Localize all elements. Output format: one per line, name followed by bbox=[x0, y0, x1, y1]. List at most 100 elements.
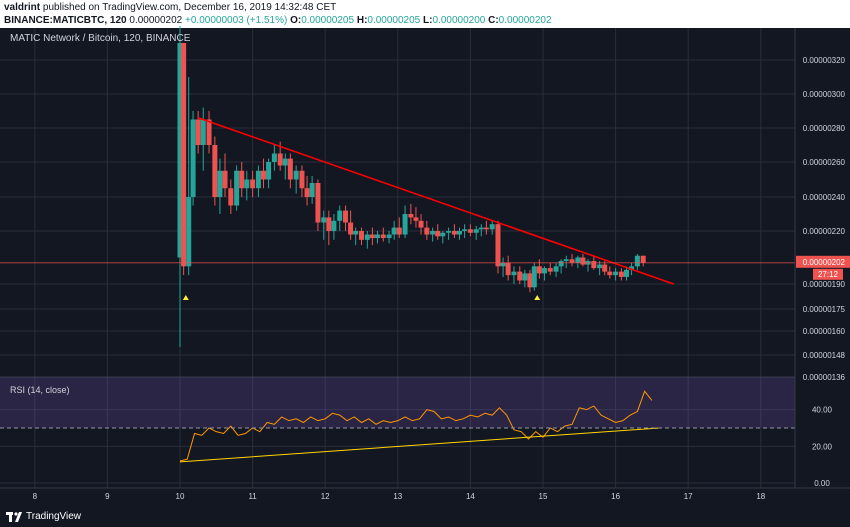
candle-body[interactable] bbox=[424, 227, 430, 235]
signal-marker-icon bbox=[182, 295, 189, 300]
candle-body[interactable] bbox=[228, 188, 234, 206]
candle-body[interactable] bbox=[293, 170, 299, 180]
candle-body[interactable] bbox=[511, 271, 517, 276]
candle-body[interactable] bbox=[451, 231, 457, 235]
candle-body[interactable] bbox=[505, 262, 511, 276]
candle-body[interactable] bbox=[266, 162, 272, 180]
author-name[interactable]: valdrint bbox=[4, 2, 41, 13]
candle-body[interactable] bbox=[547, 268, 553, 272]
candle-body[interactable] bbox=[271, 153, 277, 163]
candle-body[interactable] bbox=[467, 229, 473, 233]
candle-body[interactable] bbox=[500, 262, 506, 267]
rsi-support-trendline[interactable] bbox=[179, 427, 660, 463]
candle-body[interactable] bbox=[190, 119, 196, 198]
time-tick-label: 11 bbox=[248, 492, 257, 501]
low-label: L: bbox=[423, 15, 433, 26]
candle-body[interactable] bbox=[222, 170, 228, 189]
candle-body[interactable] bbox=[457, 231, 463, 235]
candle-body[interactable] bbox=[629, 266, 635, 270]
candle-body[interactable] bbox=[181, 43, 187, 267]
candle-body[interactable] bbox=[212, 145, 218, 197]
candle-body[interactable] bbox=[250, 179, 256, 189]
candle-body[interactable] bbox=[527, 273, 533, 288]
candle-body[interactable] bbox=[299, 170, 305, 189]
candle-body[interactable] bbox=[244, 179, 250, 189]
candle-body[interactable] bbox=[541, 268, 547, 274]
candle-body[interactable] bbox=[569, 259, 575, 263]
candle-body[interactable] bbox=[206, 119, 212, 146]
candle-body[interactable] bbox=[380, 234, 386, 239]
candle-body[interactable] bbox=[364, 234, 370, 240]
candle-body[interactable] bbox=[435, 231, 441, 237]
candle-body[interactable] bbox=[337, 210, 343, 221]
rsi-tick-label: 40.00 bbox=[812, 406, 833, 415]
candle-body[interactable] bbox=[391, 227, 397, 235]
candle-body[interactable] bbox=[413, 217, 419, 221]
candle-body[interactable] bbox=[234, 170, 240, 206]
countdown-label: 27:12 bbox=[818, 270, 839, 279]
candle-body[interactable] bbox=[177, 43, 183, 258]
time-tick-label: 12 bbox=[321, 492, 330, 501]
symbol-line: BINANCE:MATICBTC, 120 0.00000202 +0.0000… bbox=[4, 15, 552, 26]
candle-body[interactable] bbox=[343, 210, 349, 223]
candle-body[interactable] bbox=[304, 188, 310, 197]
candle-body[interactable] bbox=[517, 271, 523, 281]
candle-body[interactable] bbox=[495, 224, 501, 267]
candle-body[interactable] bbox=[353, 231, 359, 235]
candle-body[interactable] bbox=[348, 222, 354, 235]
candle-body[interactable] bbox=[634, 255, 640, 267]
candle-body[interactable] bbox=[374, 234, 380, 239]
candle-body[interactable] bbox=[563, 259, 569, 262]
candle-body[interactable] bbox=[369, 234, 375, 239]
candle-body[interactable] bbox=[591, 261, 597, 269]
candle-body[interactable] bbox=[277, 153, 283, 166]
candle-body[interactable] bbox=[602, 264, 608, 272]
candle-body[interactable] bbox=[408, 214, 414, 218]
candle-body[interactable] bbox=[607, 271, 613, 276]
time-tick-label: 8 bbox=[33, 492, 38, 501]
candle-body[interactable] bbox=[331, 220, 337, 231]
candle-body[interactable] bbox=[260, 170, 266, 180]
candle-body[interactable] bbox=[558, 261, 564, 267]
candle-body[interactable] bbox=[402, 214, 408, 235]
candle-body[interactable] bbox=[623, 269, 629, 277]
candle-body[interactable] bbox=[522, 273, 528, 281]
candle-body[interactable] bbox=[315, 183, 321, 223]
candle-body[interactable] bbox=[462, 229, 468, 231]
candle-body[interactable] bbox=[287, 158, 293, 180]
candle-body[interactable] bbox=[309, 183, 315, 197]
candle-body[interactable] bbox=[489, 224, 495, 230]
candle-body[interactable] bbox=[597, 264, 603, 269]
candle-body[interactable] bbox=[478, 227, 484, 230]
candle-body[interactable] bbox=[255, 170, 261, 189]
candle-body[interactable] bbox=[326, 217, 332, 231]
candle-body[interactable] bbox=[386, 234, 392, 239]
candle-body[interactable] bbox=[473, 229, 479, 233]
candle-body[interactable] bbox=[446, 231, 452, 233]
candle-body[interactable] bbox=[483, 227, 489, 230]
candle-body[interactable] bbox=[440, 232, 446, 237]
candle-body[interactable] bbox=[640, 255, 646, 263]
candle-body[interactable] bbox=[531, 266, 537, 288]
candle-body[interactable] bbox=[195, 119, 201, 146]
candle-body[interactable] bbox=[239, 170, 245, 189]
candle-body[interactable] bbox=[359, 231, 364, 240]
candle-body[interactable] bbox=[536, 266, 542, 274]
candle-body[interactable] bbox=[217, 170, 223, 197]
candle-body[interactable] bbox=[321, 217, 327, 223]
rsi-line[interactable] bbox=[179, 390, 653, 462]
candle-body[interactable] bbox=[430, 231, 436, 235]
candle-body[interactable] bbox=[613, 271, 619, 276]
candle-body[interactable] bbox=[575, 257, 581, 263]
candle-body[interactable] bbox=[580, 257, 586, 265]
price-chart[interactable]: 0.00000136 0.00000148 0.00000160 0.00000175… bbox=[0, 0, 850, 506]
candle-body[interactable] bbox=[282, 158, 288, 166]
candle-body[interactable] bbox=[186, 197, 192, 267]
candle-body[interactable] bbox=[553, 266, 559, 272]
candle-body[interactable] bbox=[618, 271, 624, 277]
tradingview-brand[interactable]: TradingView bbox=[26, 511, 82, 522]
candle-body[interactable] bbox=[418, 220, 424, 228]
candle-body[interactable] bbox=[396, 227, 402, 235]
resistance-trendline[interactable] bbox=[197, 117, 674, 285]
candle-body[interactable] bbox=[200, 119, 206, 146]
